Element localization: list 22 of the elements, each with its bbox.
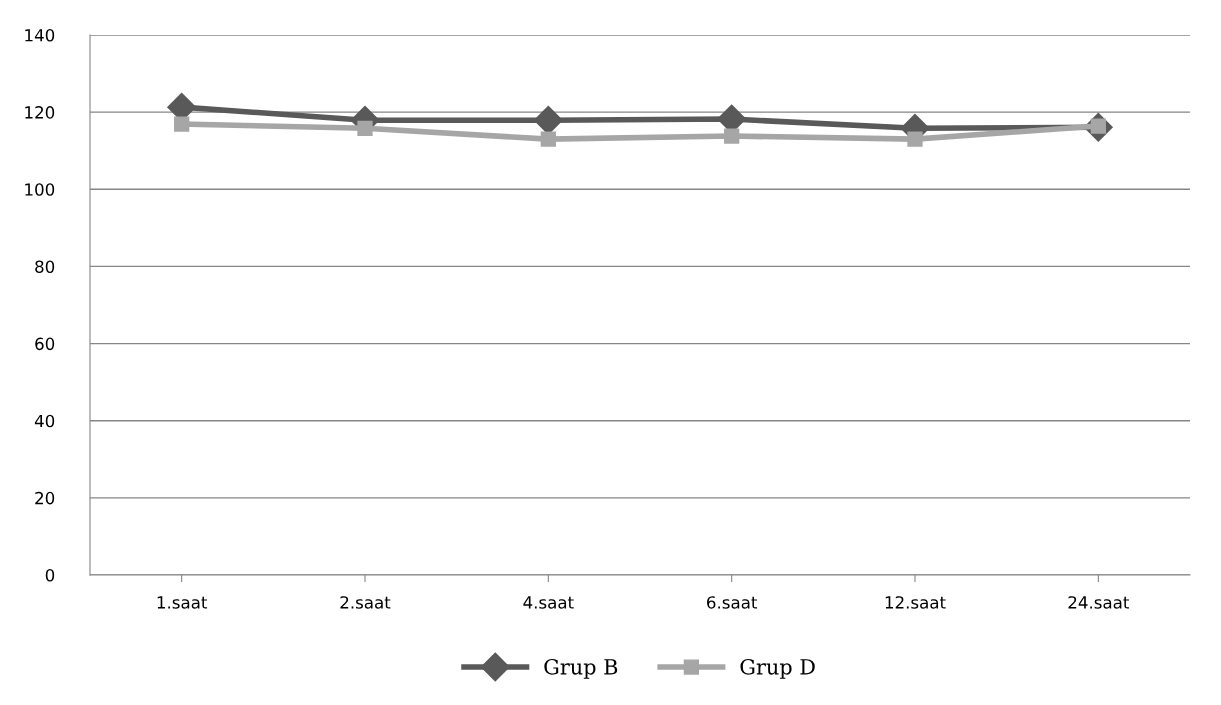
legend-label: Grup B [544, 658, 618, 679]
x-tick-label: 2.saat [340, 596, 391, 609]
legend-label: Grup D [740, 658, 815, 679]
point [533, 105, 563, 135]
x-tick-label: 1.saat [157, 596, 208, 609]
x-tick-label: 4.saat [523, 596, 574, 609]
x-tick-label: 12.saat [885, 596, 946, 609]
point [174, 116, 190, 132]
y-tick-label: 100 [25, 183, 55, 196]
x-tick-label: 6.saat [707, 596, 758, 609]
y-tick-label: 20 [35, 491, 55, 505]
point [724, 128, 740, 144]
y-tick-label: 140 [25, 28, 55, 42]
point [357, 120, 373, 136]
point [907, 131, 923, 147]
y-tick-label: 60 [35, 337, 55, 351]
y-tick-label: 0 [45, 568, 55, 582]
y-tick-label: 80 [35, 260, 55, 273]
x-tick-label: 24.saat [1068, 596, 1130, 609]
point [540, 131, 556, 147]
y-tick-label: 120 [25, 106, 55, 119]
y-tick-label: 40 [34, 414, 55, 428]
